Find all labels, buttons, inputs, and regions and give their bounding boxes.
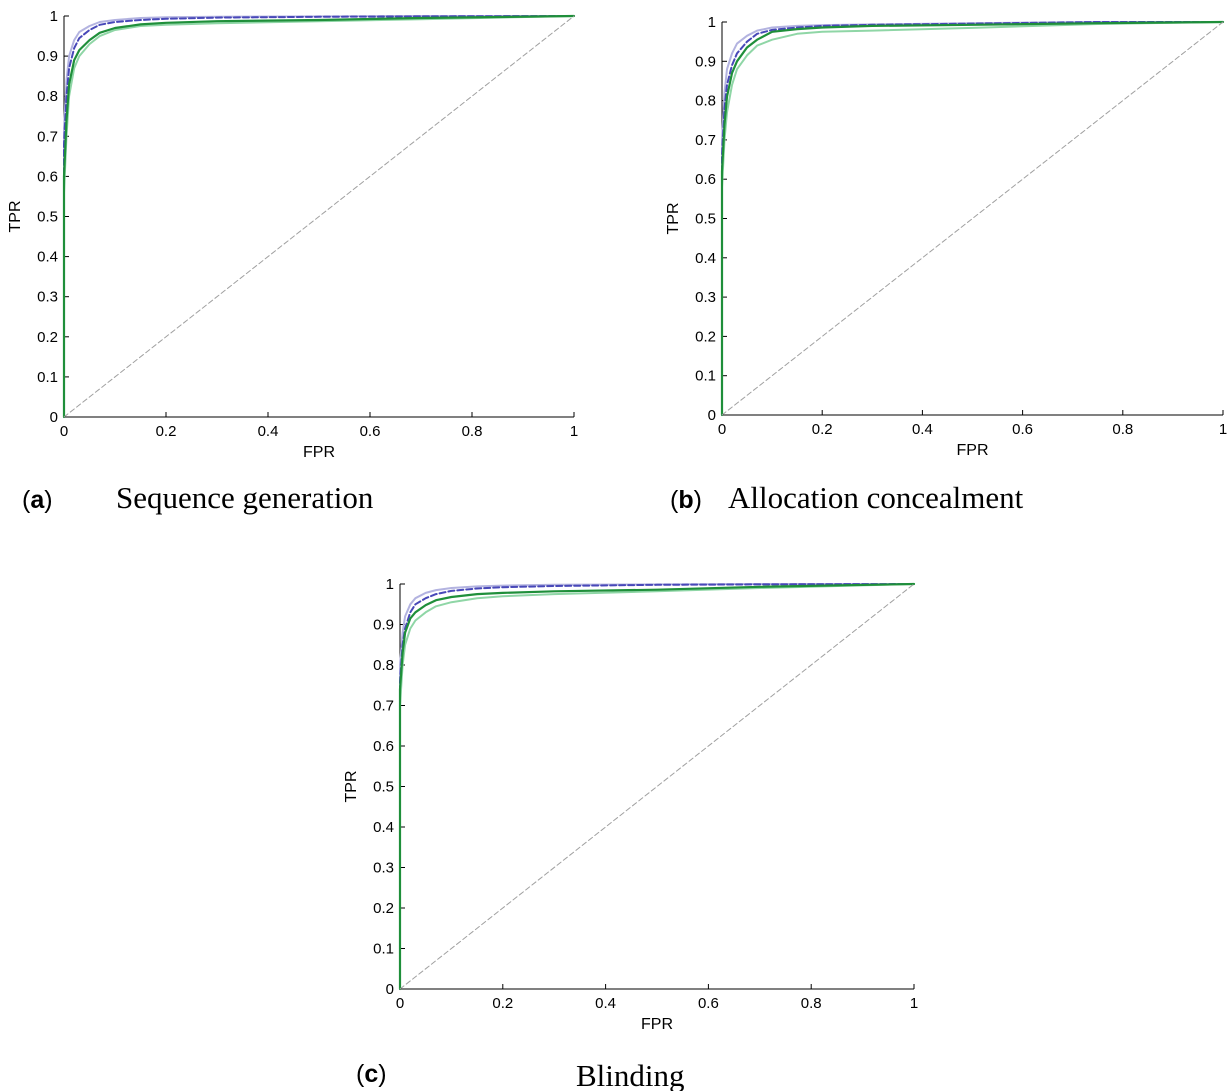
y-tick-label: 0.8 [373, 657, 394, 674]
panel-letter: (b) [670, 486, 702, 514]
roc-panel-a: 0 0.2 0.4 0.6 0.8 1 0 0.1 0.2 0.3 0.4 0.5 0.6 0.7 0.8 0… [7, 8, 578, 515]
panel-letter: (a) [22, 486, 53, 514]
y-axis-label: TPR [665, 203, 682, 235]
roc-curve-line [399, 583, 915, 990]
x-tick-label: 0.6 [698, 995, 719, 1012]
y-tick-label: 0.5 [37, 209, 58, 226]
y-tick-label: 0.2 [37, 329, 58, 346]
y-tick-label: 0.9 [373, 617, 394, 634]
x-axis-label: FPR [957, 442, 989, 459]
y-tick-label: 0.6 [373, 738, 394, 755]
y-tick-label: 0.9 [37, 48, 58, 65]
x-tick-label: 0 [396, 995, 404, 1012]
y-tick-label: 0.4 [37, 249, 58, 266]
x-tick-label: 0.6 [360, 423, 381, 440]
roc-curve-line [399, 583, 915, 990]
y-tick-label: 0.2 [695, 328, 716, 345]
chance-diagonal-line [63, 15, 575, 418]
y-tick-label: 0.3 [373, 860, 394, 877]
y-tick-label: 0.8 [37, 88, 58, 105]
roc-curve-line [721, 21, 1224, 416]
x-tick-label: 0.4 [258, 423, 279, 440]
panel-letter: (c) [356, 1060, 387, 1088]
panel-caption: Allocation concealment [728, 480, 1024, 515]
y-tick-label: 0.9 [695, 53, 716, 70]
x-tick-label: 0.8 [1112, 421, 1133, 438]
x-tick-label: 0 [718, 421, 726, 438]
y-tick-label: 1 [50, 8, 58, 25]
y-tick-label: 0.5 [373, 779, 394, 796]
x-axis-label: FPR [641, 1016, 673, 1033]
y-tick-label: 0.1 [373, 941, 394, 958]
y-tick-label: 0.3 [37, 289, 58, 306]
x-tick-label: 0.8 [462, 423, 483, 440]
roc-curve-line [721, 21, 1224, 416]
y-tick-label: 1 [708, 14, 716, 31]
x-tick-label: 0.2 [492, 995, 513, 1012]
y-tick-label: 0.7 [695, 132, 716, 149]
roc-curve-line [63, 15, 575, 418]
roc-curve-line [62, 14, 576, 419]
x-tick-label: 0.2 [812, 421, 833, 438]
y-tick-label: 0 [708, 407, 716, 424]
y-axis-label: TPR [343, 771, 360, 803]
x-tick-label: 0 [60, 423, 68, 440]
y-tick-label: 0.1 [37, 369, 58, 386]
x-axis-label: FPR [303, 444, 335, 461]
series-group [398, 582, 916, 991]
y-tick-label: 0.6 [695, 171, 716, 188]
x-tick-label: 0.2 [156, 423, 177, 440]
y-tick-label: 0.7 [373, 698, 394, 715]
y-tick-label: 0.4 [695, 250, 716, 267]
roc-panel-c: 0 0.2 0.4 0.6 0.8 1 0 0.1 0.2 0.3 0.4 0.5 0.6 0.7 0.8 0… [343, 576, 918, 1091]
x-tick-label: 1 [570, 423, 578, 440]
roc-curve-line [398, 582, 916, 991]
y-tick-label: 0 [386, 981, 394, 998]
x-tick-label: 1 [1219, 421, 1227, 438]
x-tick-label: 0.8 [801, 995, 822, 1012]
y-tick-label: 1 [386, 576, 394, 593]
y-tick-label: 0.7 [37, 128, 58, 145]
y-tick-label: 0.4 [373, 819, 394, 836]
series-group [62, 14, 576, 419]
y-tick-label: 0.3 [695, 289, 716, 306]
roc-curve-line [720, 20, 1225, 417]
y-tick-label: 0 [50, 409, 58, 426]
chance-diagonal-line [721, 21, 1224, 416]
x-tick-label: 1 [910, 995, 918, 1012]
series-group [720, 20, 1225, 417]
roc-curve-line [721, 21, 1224, 416]
y-tick-label: 0.5 [695, 211, 716, 228]
y-tick-label: 0.2 [373, 900, 394, 917]
y-tick-label: 0.1 [695, 368, 716, 385]
y-axis-label: TPR [7, 201, 24, 233]
y-tick-label: 0.6 [37, 168, 58, 185]
roc-panel-b: 0 0.2 0.4 0.6 0.8 1 0 0.1 0.2 0.3 0.4 0.5 0.6 0.7 0.8 0… [665, 14, 1227, 515]
x-tick-label: 0.4 [595, 995, 616, 1012]
x-tick-label: 0.4 [912, 421, 933, 438]
chance-diagonal-line [399, 583, 915, 990]
panel-caption: Blinding [576, 1058, 685, 1091]
x-tick-label: 0.6 [1012, 421, 1033, 438]
y-tick-label: 0.8 [695, 93, 716, 110]
panel-caption: Sequence generation [116, 480, 374, 515]
